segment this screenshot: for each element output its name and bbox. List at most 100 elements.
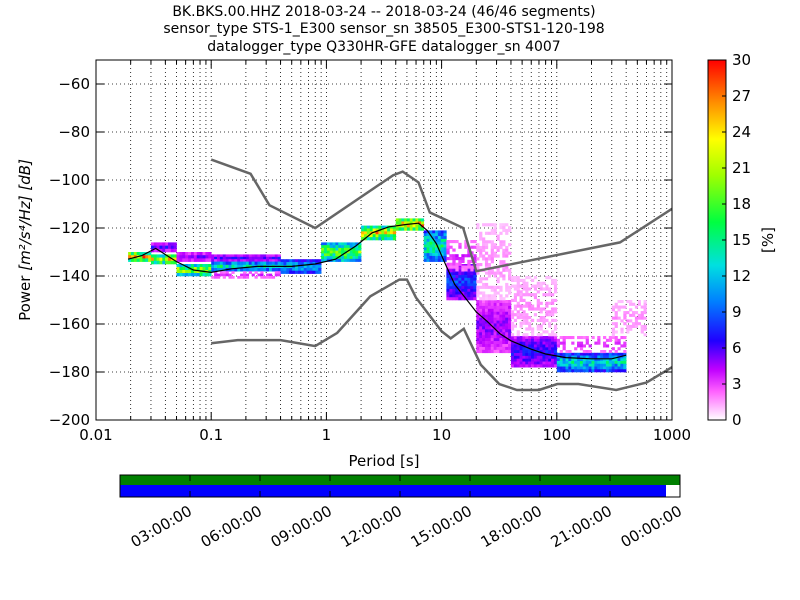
pdf-cell [559, 336, 563, 340]
pdf-cell [176, 273, 180, 277]
pdf-cell [556, 363, 560, 367]
pdf-cell [251, 256, 255, 260]
pdf-cell [346, 253, 350, 257]
pdf-cell [173, 245, 177, 250]
pdf-cell [165, 254, 169, 258]
pdf-cell [423, 241, 427, 245]
pdf-cell [384, 228, 388, 232]
pdf-cell [461, 294, 465, 298]
pdf-cell [508, 300, 512, 304]
pdf-cell [482, 254, 486, 258]
pdf-cell [490, 285, 494, 289]
pdf-cell [429, 241, 433, 245]
pdf-cell [510, 310, 515, 314]
pdf-cell [199, 255, 203, 259]
pdf-cell [510, 364, 515, 368]
pdf-cell [505, 317, 509, 321]
pdf-cell [579, 366, 584, 370]
pdf-cell [173, 254, 177, 258]
pdf-cell [435, 233, 439, 237]
pdf-cell [499, 314, 503, 318]
pdf-cell [484, 251, 489, 255]
pdf-cell [369, 234, 373, 238]
pdf-cell [211, 261, 215, 266]
pdf-cell [556, 366, 560, 370]
pdf-cell [611, 347, 615, 351]
pdf-cell [341, 247, 345, 251]
pdf-cell [429, 250, 433, 254]
chart-title-line-1: BK.BKS.00.HHZ 2018-03-24 -- 2018-03-24 (… [172, 4, 595, 20]
pdf-cell [519, 364, 523, 368]
pdf-cell [286, 262, 290, 266]
pdf-cell [346, 250, 350, 254]
pdf-cell [577, 358, 581, 362]
pdf-cell [458, 291, 462, 295]
pdf-cell [426, 250, 430, 254]
pdf-cell [440, 258, 444, 262]
pdf-cell [484, 294, 489, 298]
pdf-cell [437, 247, 442, 251]
pdf-cell [505, 288, 509, 292]
pdf-cell [551, 364, 555, 368]
pdf-cell [437, 241, 442, 245]
pdf-cell [225, 273, 229, 277]
pdf-cell [513, 296, 517, 300]
pdf-cell [254, 259, 258, 262]
pdf-cell [196, 264, 200, 268]
pdf-cell [321, 250, 325, 254]
pdf-cell [145, 255, 149, 259]
pdf-cell [280, 270, 284, 274]
pdf-cell [629, 313, 633, 317]
pdf-cell [479, 277, 483, 281]
pdf-cell [482, 223, 486, 227]
pdf-cell [446, 286, 450, 290]
pdf-cell [571, 355, 575, 359]
pdf-cell [519, 344, 523, 348]
pdf-cell [502, 302, 506, 307]
pdf-cell [568, 369, 572, 373]
pdf-cell [349, 253, 353, 257]
pdf-cell [620, 369, 624, 373]
pdf-cell [565, 336, 569, 340]
pdf-cell [193, 255, 198, 259]
pdf-cell [594, 341, 598, 345]
pdf-cell [600, 369, 604, 373]
pdf-cell [464, 283, 468, 287]
pdf-cell [409, 224, 413, 228]
pdf-cell [562, 347, 566, 351]
pdf-cell [611, 308, 615, 312]
pdf-cell [214, 256, 218, 260]
pdf-cell [426, 255, 430, 260]
pdf-cell [452, 294, 456, 298]
pdf-cell [545, 304, 549, 308]
pdf-cell [242, 273, 247, 277]
pdf-cell [398, 218, 402, 222]
pdf-cell [159, 254, 163, 258]
pdf-cell [150, 260, 155, 265]
mean-curve-group [127, 222, 627, 360]
pdf-cell [643, 300, 647, 304]
pdf-cell [484, 341, 489, 345]
pdf-cell [545, 358, 549, 362]
colorbar-tick-label: 15 [732, 231, 751, 249]
pdf-cell [234, 259, 238, 262]
pdf-cell [274, 254, 278, 258]
pdf-cell [505, 338, 509, 342]
pdf-cell [493, 300, 497, 304]
pdf-cell [536, 338, 540, 342]
pdf-cell [321, 258, 325, 262]
pdf-cell [629, 302, 633, 306]
pdf-cell [493, 314, 497, 318]
pdf-cell [401, 224, 405, 228]
pdf-cell [476, 243, 480, 247]
pdf-cell [443, 253, 447, 257]
pdf-cell [525, 293, 529, 297]
pdf-cell [323, 247, 328, 251]
pdf-cell [432, 247, 436, 251]
pdf-cell [502, 277, 506, 281]
pdf-cell [565, 363, 569, 367]
pdf-cell [505, 314, 509, 318]
pdf-cell [467, 272, 471, 276]
pdf-cell [150, 242, 155, 246]
pdf-cell [205, 258, 209, 262]
